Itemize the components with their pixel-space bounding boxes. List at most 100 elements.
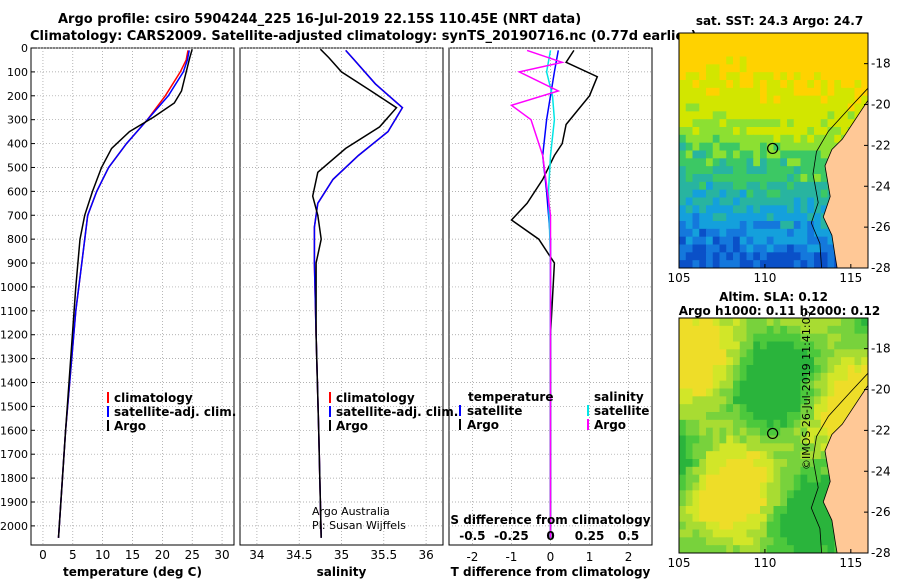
sla-cell xyxy=(685,365,693,374)
sst-cell xyxy=(753,174,761,183)
xlabel-sdiff: S difference from climatology xyxy=(450,513,650,527)
sst-cell xyxy=(800,260,808,269)
sla-cell xyxy=(692,372,700,382)
sst-cell xyxy=(814,119,822,128)
sst-cell xyxy=(706,213,714,222)
sst-cell xyxy=(800,166,808,175)
sst-cell xyxy=(733,166,741,175)
sla-cell xyxy=(760,396,768,405)
sla-cell xyxy=(699,349,707,358)
sla-cell xyxy=(719,498,727,507)
sst-cell xyxy=(780,111,788,120)
sst-cell xyxy=(706,87,714,97)
sla-cell xyxy=(679,513,687,523)
annotation-pi: PI: Susan Wijffels xyxy=(312,519,406,532)
sla-cell xyxy=(780,333,788,342)
ytick-label-18: 1800 xyxy=(0,472,28,485)
sst-cell xyxy=(861,56,869,65)
sla-ytick-4: -26 xyxy=(871,505,891,519)
sla-cell xyxy=(773,380,781,389)
sst-cell xyxy=(692,48,700,57)
sla-cell xyxy=(834,325,842,335)
sla-cell xyxy=(780,466,788,476)
sla-cell xyxy=(706,333,714,342)
ytick-label-11: 1100 xyxy=(0,305,28,318)
sla-cell xyxy=(685,318,693,327)
sla-cell xyxy=(780,545,788,554)
sst-cell xyxy=(733,236,741,245)
sla-cell xyxy=(733,490,741,499)
sla-cell xyxy=(827,404,835,413)
sla-cell xyxy=(679,498,687,507)
sla-cell xyxy=(807,372,815,382)
sst-cell xyxy=(726,111,734,120)
sst-cell xyxy=(807,64,815,73)
sst-cell xyxy=(827,95,835,104)
sla-cell xyxy=(692,380,700,389)
sst-ytick-3: -24 xyxy=(871,179,891,193)
sla-cell xyxy=(766,443,774,452)
sla-cell xyxy=(706,466,714,476)
xtick-temp-2: 10 xyxy=(95,548,110,562)
sla-cell xyxy=(827,349,835,358)
sst-cell xyxy=(807,48,815,57)
sla-cell xyxy=(800,537,808,546)
sla-cell xyxy=(739,365,747,374)
sst-cell xyxy=(793,127,801,136)
sla-cell xyxy=(706,490,714,499)
sla-cell xyxy=(773,482,781,491)
sla-cell xyxy=(780,427,788,436)
sla-cell xyxy=(861,318,869,327)
sla-cell xyxy=(841,412,849,421)
sst-cell xyxy=(766,95,774,104)
sla-cell xyxy=(787,357,795,366)
sla-cell xyxy=(726,506,734,515)
sla-cell xyxy=(847,349,855,358)
sla-cell xyxy=(679,435,687,444)
sst-cell xyxy=(760,134,768,144)
sla-cell xyxy=(787,325,795,335)
sst-cell xyxy=(685,189,693,198)
sst-cell xyxy=(766,127,774,136)
sla-cell xyxy=(739,482,747,491)
sla-cell xyxy=(800,521,808,530)
sla-cell xyxy=(760,380,768,389)
sst-cell xyxy=(773,205,781,214)
sst-cell xyxy=(800,87,808,97)
sla-cell xyxy=(773,412,781,421)
sla-cell xyxy=(847,396,855,405)
sst-cell xyxy=(699,134,707,144)
sla-cell xyxy=(719,365,727,374)
sla-cell xyxy=(814,506,822,515)
sst-cell xyxy=(793,40,801,50)
sst-cell xyxy=(780,252,788,261)
sla-cell xyxy=(847,318,855,327)
sla-cell xyxy=(733,333,741,342)
sst-cell xyxy=(760,87,768,97)
sla-cell xyxy=(807,537,815,546)
sla-cell xyxy=(712,365,720,374)
sst-cell xyxy=(726,134,734,144)
sla-cell xyxy=(814,318,822,327)
panel-frame-salinity xyxy=(239,47,444,546)
sst-cell xyxy=(827,33,835,42)
sst-cell xyxy=(766,189,774,198)
sla-cell xyxy=(699,380,707,389)
sst-cell xyxy=(679,111,687,120)
sst-cell xyxy=(712,221,720,230)
sla-cell xyxy=(692,404,700,413)
sst-cell xyxy=(726,181,734,191)
sst-cell xyxy=(861,72,869,81)
sla-cell xyxy=(753,451,761,460)
sst-cell xyxy=(685,197,693,206)
annotation-argo-australia: Argo Australia xyxy=(312,505,390,518)
xtick-sdiff-1: -0.25 xyxy=(494,529,529,543)
sst-cell xyxy=(807,33,815,42)
sla-cell xyxy=(726,513,734,523)
sst-cell xyxy=(746,197,754,206)
sst-cell xyxy=(699,213,707,222)
series-line-temperature-1 xyxy=(57,50,190,538)
sla-cell xyxy=(726,325,734,335)
sla-cell xyxy=(807,388,815,397)
sla-cell xyxy=(712,451,720,460)
